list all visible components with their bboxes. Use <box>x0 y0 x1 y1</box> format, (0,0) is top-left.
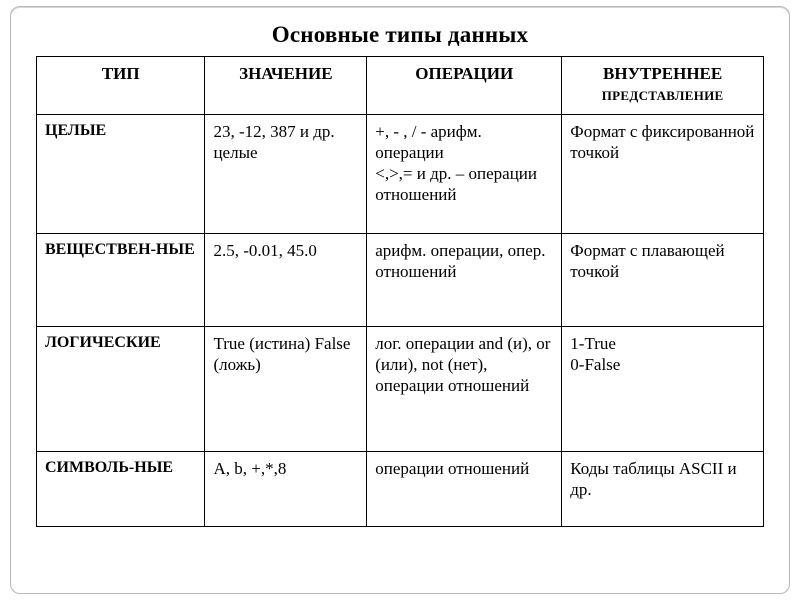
col-header-repr: ВНУТРЕННЕЕ ПРЕДСТАВЛЕНИЕ <box>562 57 764 115</box>
page-title: Основные типы данных <box>36 22 764 48</box>
cell-repr: Формат с плавающей точкой <box>562 233 764 326</box>
cell-type: СИМВОЛЬ-НЫЕ <box>37 451 205 526</box>
table-row: ВЕЩЕСТВЕН-НЫЕ 2.5, -0.01, 45.0 арифм. оп… <box>37 233 764 326</box>
table-row: ЦЕЛЫЕ 23, -12, 387 и др. целые +, - , / … <box>37 114 764 233</box>
cell-ops: операции отношений <box>367 451 562 526</box>
col-header-ops: ОПЕРАЦИИ <box>367 57 562 115</box>
table-row: СИМВОЛЬ-НЫЕ A, b, +,*,8 операции отношен… <box>37 451 764 526</box>
col-header-type: ТИП <box>37 57 205 115</box>
cell-repr: Формат с фиксированной точкой <box>562 114 764 233</box>
col-header-value: ЗНАЧЕНИЕ <box>205 57 367 115</box>
cell-value: True (истина) False (ложь) <box>205 326 367 451</box>
cell-type: ЛОГИЧЕСКИЕ <box>37 326 205 451</box>
cell-value: 23, -12, 387 и др. целые <box>205 114 367 233</box>
cell-value: 2.5, -0.01, 45.0 <box>205 233 367 326</box>
cell-repr: Коды таблицы ASCII и др. <box>562 451 764 526</box>
cell-ops: +, - , / - арифм. операции<,>,= и др. – … <box>367 114 562 233</box>
table-row: ЛОГИЧЕСКИЕ True (истина) False (ложь) ло… <box>37 326 764 451</box>
col-header-repr-main: ВНУТРЕННЕЕ <box>603 64 722 83</box>
cell-ops: лог. операции and (и), or (или), not (не… <box>367 326 562 451</box>
cell-type: ВЕЩЕСТВЕН-НЫЕ <box>37 233 205 326</box>
col-header-repr-sub: ПРЕДСТАВЛЕНИЕ <box>602 88 724 103</box>
cell-type: ЦЕЛЫЕ <box>37 114 205 233</box>
header-row: ТИП ЗНАЧЕНИЕ ОПЕРАЦИИ ВНУТРЕННЕЕ ПРЕДСТА… <box>37 57 764 115</box>
cell-ops: арифм. операции, опер. отношений <box>367 233 562 326</box>
slide-page: Основные типы данных ТИП ЗНАЧЕНИЕ ОПЕРАЦ… <box>0 0 800 600</box>
cell-value: A, b, +,*,8 <box>205 451 367 526</box>
data-types-table: ТИП ЗНАЧЕНИЕ ОПЕРАЦИИ ВНУТРЕННЕЕ ПРЕДСТА… <box>36 56 764 527</box>
cell-repr: 1-True0-False <box>562 326 764 451</box>
